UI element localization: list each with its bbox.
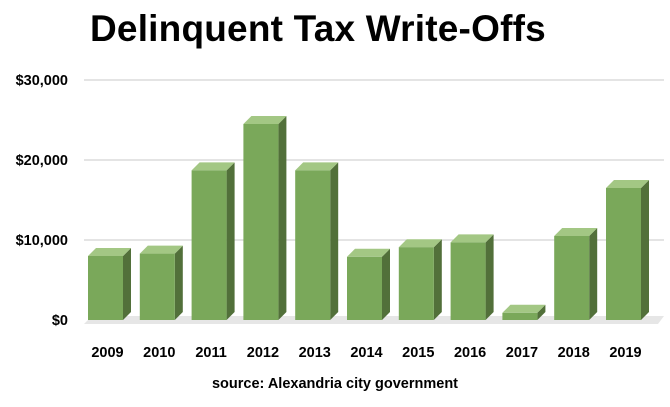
bar-side xyxy=(123,248,131,320)
x-tick-label: 2015 xyxy=(402,345,434,361)
bar-top xyxy=(139,245,183,254)
x-tick-label: 2011 xyxy=(195,345,226,361)
x-tick-label: 2014 xyxy=(350,345,382,361)
chart-source: source: Alexandria city government xyxy=(211,376,459,392)
bar xyxy=(139,253,175,320)
bar-top xyxy=(502,304,546,313)
y-tick-label: $10,000 xyxy=(16,233,68,249)
bar xyxy=(450,242,486,320)
y-tick-label: $20,000 xyxy=(16,153,68,169)
bar-side xyxy=(226,162,235,320)
x-tick-label: 2012 xyxy=(247,345,279,361)
bar-side xyxy=(433,239,442,320)
bar-side xyxy=(278,116,287,320)
bar-top xyxy=(554,228,598,236)
bar-top xyxy=(295,162,339,171)
bar-side xyxy=(174,245,183,320)
x-tick-label: 2013 xyxy=(299,345,331,361)
bar-top xyxy=(191,162,235,171)
x-tick-label: 2019 xyxy=(609,345,641,361)
bar xyxy=(88,256,123,320)
bar-top xyxy=(606,180,649,188)
y-tick-label: $30,000 xyxy=(16,73,68,89)
bar xyxy=(398,247,434,320)
x-tick-label: 2016 xyxy=(454,345,486,361)
bar-top xyxy=(450,234,494,243)
bar-top xyxy=(88,248,131,256)
bar xyxy=(347,256,382,320)
bar-top xyxy=(398,239,442,248)
bar xyxy=(554,236,590,320)
bar xyxy=(191,170,227,320)
x-tick-label: 2010 xyxy=(143,345,175,361)
bar xyxy=(606,188,641,320)
bar xyxy=(502,312,538,320)
x-tick-label: 2009 xyxy=(91,345,123,361)
bar-top xyxy=(347,248,390,257)
bar-side xyxy=(382,248,390,320)
x-tick-label: 2018 xyxy=(558,345,590,361)
y-tick-label: $0 xyxy=(52,313,68,329)
bar-top xyxy=(243,116,287,124)
chart-title: Delinquent Tax Write-Offs xyxy=(90,8,546,49)
bar-side xyxy=(537,304,546,320)
bar xyxy=(243,124,279,320)
x-tick-label: 2017 xyxy=(506,345,538,361)
bar-side xyxy=(589,228,598,320)
bar xyxy=(295,170,331,320)
bar-side xyxy=(641,180,649,320)
bar-side xyxy=(330,162,339,320)
bar-side xyxy=(485,234,494,320)
